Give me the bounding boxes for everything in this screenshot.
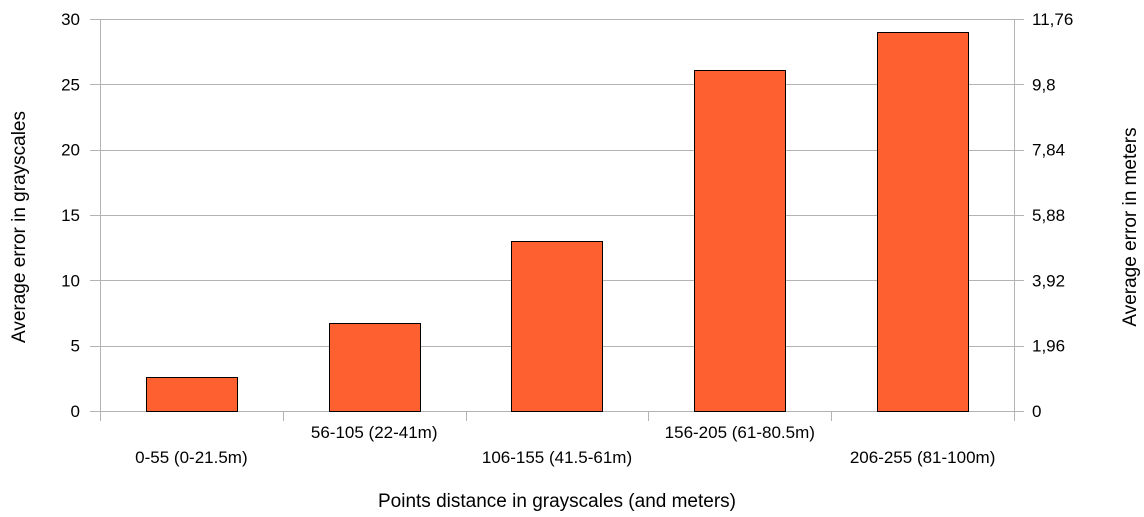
bar [511, 241, 603, 412]
x-tick-label: 56-105 (22-41m) [311, 423, 438, 442]
x-tick-label: 206-255 (81-100m) [850, 448, 996, 467]
y2-tick-label: 1,96 [1032, 337, 1065, 356]
x-tick-label: 106-155 (41.5-61m) [482, 448, 632, 467]
y2-tick-label: 5,88 [1032, 206, 1065, 225]
y-axis-title: Average error in grayscales [9, 111, 30, 343]
y2-tick-labels: 0 1,96 3,92 5,88 7,84 9,8 11,76 [1032, 10, 1073, 421]
bar [694, 70, 786, 412]
y2-tick-label: 7,84 [1032, 141, 1065, 160]
x-tick-labels: 0-55 (0-21.5m) 56-105 (22-41m) 106-155 (41… [135, 423, 995, 467]
bar [329, 323, 421, 412]
y-tick-label: 20 [61, 141, 80, 160]
y-tick-label: 10 [61, 271, 80, 290]
y2-axis-title: Average error in meters [1120, 127, 1141, 326]
bars [146, 32, 969, 412]
y2-tick-label: 9,8 [1032, 75, 1056, 94]
y2-tick-label: 3,92 [1032, 271, 1065, 290]
x-tick-label: 156-205 (61-80.5m) [665, 423, 815, 442]
y-tick-label: 15 [61, 206, 80, 225]
bar [146, 377, 238, 412]
y-tick-labels: 0 5 10 15 20 25 30 [61, 10, 80, 421]
bar [877, 32, 969, 412]
y-tick-label: 0 [71, 402, 80, 421]
y2-tick-label: 11,76 [1032, 10, 1073, 29]
x-axis-title: Points distance in grayscales (and meter… [378, 491, 736, 512]
y-tick-label: 5 [71, 337, 80, 356]
x-tick-label: 0-55 (0-21.5m) [135, 448, 247, 467]
axes [100, 19, 1015, 421]
y-tick-label: 25 [61, 75, 80, 94]
y2-tick-label: 0 [1032, 402, 1041, 421]
y-tick-label: 30 [61, 10, 80, 29]
